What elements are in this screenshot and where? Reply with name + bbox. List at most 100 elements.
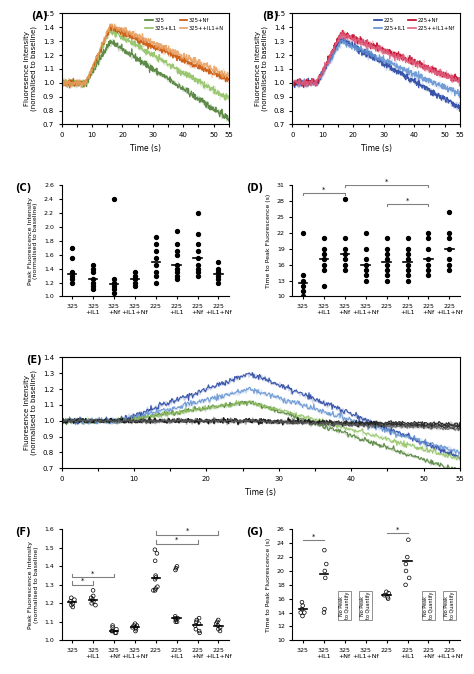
Point [174,613,182,623]
Point [215,624,222,635]
Point [89,585,97,596]
Point [321,565,328,576]
Point [172,615,180,625]
Point [403,552,411,563]
Point [341,254,348,265]
Point [191,620,199,631]
Point [299,270,307,280]
Point [383,265,391,276]
Text: No Peak
to Quantify: No Peak to Quantify [423,592,434,619]
Y-axis label: Fluoresence Intensity
(normalised to baseline): Fluoresence Intensity (normalised to bas… [24,26,37,111]
Point [173,267,181,278]
Point [89,280,97,291]
Point [152,583,159,594]
Point [425,265,432,276]
Point [152,572,160,583]
Point [154,581,161,592]
Point [110,194,118,205]
Point [425,233,432,244]
Point [362,275,369,286]
Point [89,594,96,605]
Point [446,206,453,217]
Point [404,233,411,244]
Point [131,274,138,284]
Point [384,592,392,603]
Point [152,267,160,278]
Point [402,580,410,590]
Point [68,270,76,281]
Point [152,253,160,264]
Point [173,259,181,270]
Point [299,286,307,297]
Point [216,625,224,636]
Text: No Peak
to Quantify: No Peak to Quantify [339,592,350,619]
Text: (G): (G) [246,527,263,537]
Point [320,545,328,555]
Point [341,193,348,204]
Point [132,624,140,635]
Point [110,274,118,284]
Point [132,622,139,633]
Point [89,259,97,270]
Point [320,254,328,265]
Point [405,572,413,583]
Point [151,585,159,596]
Point [194,264,201,274]
Point [150,585,157,596]
Point [301,607,308,618]
Point [196,627,203,638]
Y-axis label: Fluoresence Intensity
(normalised to baseline): Fluoresence Intensity (normalised to bas… [255,26,268,111]
Point [131,267,138,278]
Point [173,561,181,572]
Point [172,565,179,576]
Point [341,265,348,276]
Y-axis label: Peak Fluorescence Intensity
(normalised to baseline): Peak Fluorescence Intensity (normalised … [27,197,38,285]
Point [151,545,159,555]
X-axis label: Time (s): Time (s) [245,487,276,497]
Point [133,620,141,631]
Point [425,254,432,265]
Text: (B): (B) [263,11,279,22]
Point [446,254,453,265]
Point [194,208,201,218]
Point [341,259,348,270]
Point [194,228,201,239]
Point [320,280,328,291]
Point [194,239,201,250]
Point [385,588,392,599]
Point [131,618,139,629]
Point [151,574,159,584]
Legend: 225, 225+IL1, 225+Nf, 225++IL1+Nf: 225, 225+IL1, 225+Nf, 225++IL1+Nf [372,16,457,33]
Point [320,249,328,259]
Point [152,570,159,581]
Point [298,596,306,607]
Point [446,233,453,244]
Point [108,625,116,636]
Legend: 325, 325+IL1, 325+Nf, 325++IL1+N: 325, 325+IL1, 325+Nf, 325++IL1+N [143,16,226,33]
Text: No Peak
to Quantify: No Peak to Quantify [444,592,455,619]
Point [299,275,307,286]
Text: *: * [322,187,326,193]
Point [173,246,181,257]
Point [215,274,222,284]
Point [404,270,411,280]
Point [173,225,181,236]
Point [404,249,411,259]
Point [195,625,203,636]
Point [152,239,160,250]
Point [90,590,97,601]
Point [68,267,76,278]
Point [69,598,77,609]
Point [152,259,160,270]
X-axis label: Time (s): Time (s) [361,144,392,152]
Point [384,593,392,604]
Point [110,288,118,299]
Text: (E): (E) [26,355,41,365]
Point [68,277,76,288]
Point [383,243,391,254]
Point [173,617,181,627]
Point [215,277,222,288]
Point [299,291,307,302]
Point [362,265,369,276]
Point [109,625,116,636]
